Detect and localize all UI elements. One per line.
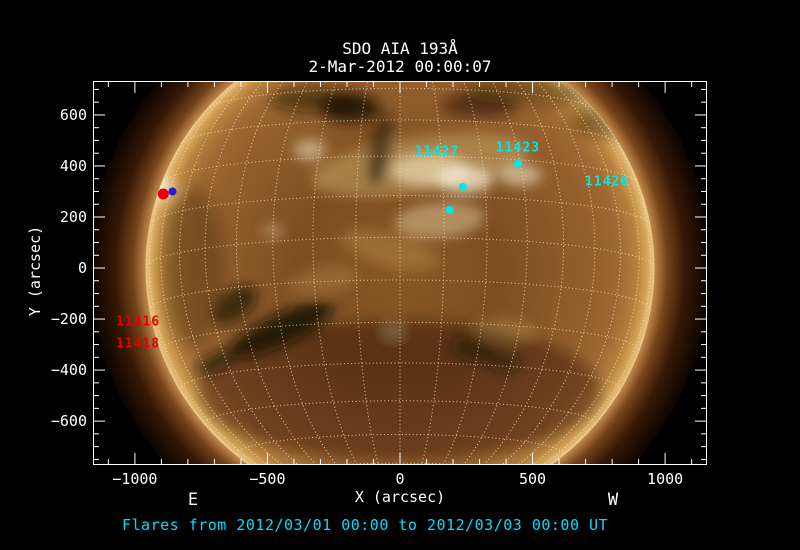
image-title: SDO AIA 193Å [342,39,458,58]
y-tick-label: 200 [59,207,87,226]
y-tick-label: −600 [50,412,87,431]
x-tick-label: −1000 [112,470,158,488]
flare-marker-dot [168,187,177,196]
flare-marker-dot [514,159,522,168]
west-limb-label: W [607,490,619,510]
plot-border [93,81,707,465]
active-region-label[interactable]: 11416 [115,314,161,330]
flare-marker-dot [157,188,169,200]
solar-surface-texture [146,81,654,461]
x-tick-label: 0 [395,470,405,488]
flare-marker-dot [445,205,454,214]
y-tick-label: 0 [77,259,87,278]
solar-disk-image [93,81,707,465]
east-limb-label: E [187,490,199,510]
active-region-label[interactable]: 11423 [495,140,541,156]
active-region-label[interactable]: 11427 [415,144,460,160]
active-region-label[interactable]: 11426 [584,174,630,190]
y-tick-label: −200 [50,310,87,329]
y-tick-label: 400 [59,156,87,175]
solar-disk-plot [93,81,707,465]
x-tick-label: −500 [249,470,286,488]
active-region-label[interactable]: 11418 [115,336,161,352]
y-tick-label: −400 [50,361,87,380]
x-axis-title: X (arcsec) [354,488,446,506]
flare-caption: Flares from 2012/03/01 00:00 to 2012/03/… [122,516,609,534]
x-tick-label: 1000 [647,470,684,488]
y-tick-label: 600 [59,105,87,124]
heliographic-grid [146,81,654,465]
x-tick-label: 500 [519,470,547,488]
flare-marker-dot [458,182,467,191]
flare-markers [157,159,522,214]
image-timestamp: 2-Mar-2012 00:00:07 [308,57,492,76]
